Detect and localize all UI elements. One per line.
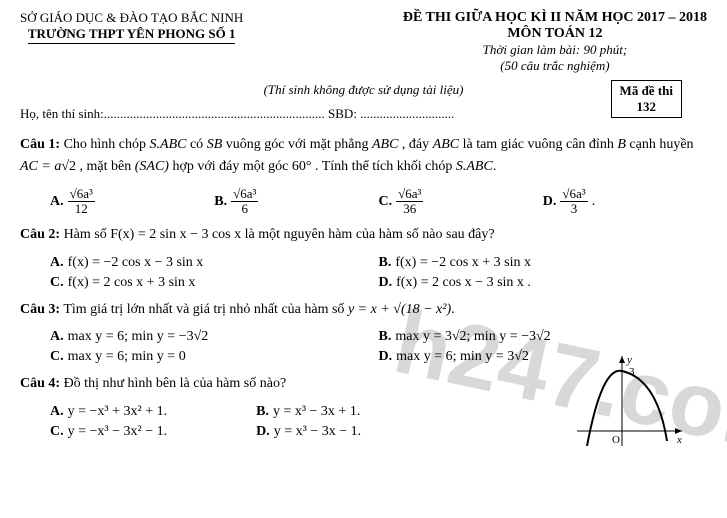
q2-options: A.f(x) = −2 cos x − 3 sin x B.f(x) = −2 … <box>50 253 707 293</box>
exam-subject: MÔN TOÁN 12 <box>403 26 707 42</box>
question-2: Câu 2: Hàm số F(x) = 2 sin x − 3 cos x l… <box>20 224 707 246</box>
question-4: Câu 4: Đồ thị như hình bên là của hàm số… <box>20 373 707 395</box>
q4-options: A.y = −x³ + 3x² + 1. B.y = x³ − 3x + 1. … <box>50 402 462 442</box>
q1-opt-d: D. √6a³3 . <box>543 185 707 219</box>
q4-opt-a: A.y = −x³ + 3x² + 1. <box>50 402 256 422</box>
q2-opt-d: D.f(x) = 2 cos x − 3 sin x . <box>379 273 708 293</box>
question-1: Câu 1: Cho hình chóp S.ABC có SB vuông g… <box>20 134 707 179</box>
exam-count: (50 câu trắc nghiệm) <box>403 58 707 74</box>
q3-opt-c: C.max y = 6; min y = 0 <box>50 347 379 367</box>
q2-opt-b: B.f(x) = −2 cos x + 3 sin x <box>379 253 708 273</box>
q1-opt-c: C. √6a³36 <box>379 185 543 219</box>
q3-opt-a: A.max y = 6; min y = −3√2 <box>50 327 379 347</box>
question-3: Câu 3: Tìm giá trị lớn nhất và giá trị n… <box>20 299 707 321</box>
q3-label: Câu 3: <box>20 302 60 317</box>
school: TRƯỜNG THPT YÊN PHONG SỐ 1 <box>28 26 236 44</box>
q3-opt-d: D.max y = 6; min y = 3√2 <box>379 347 708 367</box>
instruction: (Thí sinh không được sử dụng tài liệu) <box>20 82 707 98</box>
code-value: 132 <box>620 99 673 115</box>
q2-opt-c: C.f(x) = 2 cos x + 3 sin x <box>50 273 379 293</box>
q4-label: Câu 4: <box>20 376 60 391</box>
exam-time: Thời gian làm bài: 90 phút; <box>403 42 707 58</box>
q3-options: A.max y = 6; min y = −3√2 B.max y = 3√2;… <box>50 327 707 367</box>
exam-title: ĐỀ THI GIỮA HỌC KÌ II NĂM HỌC 2017 – 201… <box>403 10 707 26</box>
student-line: Họ, tên thí sinh:.......................… <box>20 106 707 122</box>
q1-opt-a: A. √6a³12 <box>50 185 214 219</box>
q2-label: Câu 2: <box>20 227 60 242</box>
q4-opt-b: B.y = x³ − 3x + 1. <box>256 402 462 422</box>
q4-opt-d: D.y = x³ − 3x − 1. <box>256 422 462 442</box>
org: SỞ GIÁO DỤC & ĐÀO TẠO BẮC NINH <box>20 10 243 26</box>
q1-options: A. √6a³12 B. √6a³6 C. √6a³36 D. √6a³3 . <box>50 185 707 219</box>
code-label: Mã đề thi <box>620 83 673 99</box>
q3-opt-b: B.max y = 3√2; min y = −3√2 <box>379 327 708 347</box>
exam-code-box: Mã đề thi 132 <box>611 80 682 118</box>
header-right: ĐỀ THI GIỮA HỌC KÌ II NĂM HỌC 2017 – 201… <box>403 10 707 74</box>
q2-opt-a: A.f(x) = −2 cos x − 3 sin x <box>50 253 379 273</box>
q1-label: Câu 1: <box>20 137 60 152</box>
header-left: SỞ GIÁO DỤC & ĐÀO TẠO BẮC NINH TRƯỜNG TH… <box>20 10 243 44</box>
q1-opt-b: B. √6a³6 <box>214 185 378 219</box>
q4-opt-c: C.y = −x³ − 3x² − 1. <box>50 422 256 442</box>
